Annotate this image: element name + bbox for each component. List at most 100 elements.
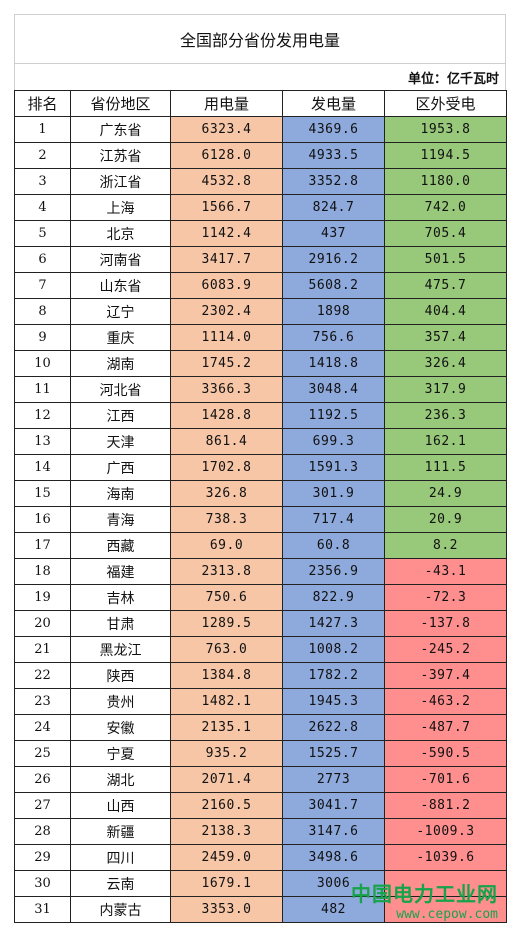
rank-cell[interactable]: 18 [14, 558, 71, 585]
generation-cell[interactable]: 2773 [282, 766, 385, 793]
consumption-cell[interactable]: 2302.4 [170, 298, 283, 325]
consumption-cell[interactable]: 763.0 [170, 636, 283, 663]
generation-cell[interactable]: 301.9 [282, 480, 385, 507]
rank-cell[interactable]: 10 [14, 350, 71, 377]
generation-cell[interactable]: 4369.6 [282, 116, 385, 143]
generation-cell[interactable]: 699.3 [282, 428, 385, 455]
rank-cell[interactable]: 29 [14, 844, 71, 871]
region-cell[interactable]: 宁夏 [70, 740, 171, 767]
generation-cell[interactable]: 3041.7 [282, 792, 385, 819]
import-cell[interactable]: 162.1 [384, 428, 507, 455]
generation-cell[interactable]: 4933.5 [282, 142, 385, 169]
consumption-cell[interactable]: 1289.5 [170, 610, 283, 637]
generation-cell[interactable]: 756.6 [282, 324, 385, 351]
generation-cell[interactable]: 1898 [282, 298, 385, 325]
import-cell[interactable]: 742.0 [384, 194, 507, 221]
region-cell[interactable]: 湖北 [70, 766, 171, 793]
rank-cell[interactable]: 20 [14, 610, 71, 637]
import-cell[interactable]: -1009.3 [384, 818, 507, 845]
generation-cell[interactable]: 1427.3 [282, 610, 385, 637]
generation-cell[interactable]: 482 [282, 896, 385, 923]
region-cell[interactable]: 辽宁 [70, 298, 171, 325]
consumption-cell[interactable]: 2459.0 [170, 844, 283, 871]
consumption-cell[interactable]: 1428.8 [170, 402, 283, 429]
rank-cell[interactable]: 22 [14, 662, 71, 689]
import-cell[interactable]: 24.9 [384, 480, 507, 507]
consumption-cell[interactable]: 2160.5 [170, 792, 283, 819]
region-cell[interactable]: 河北省 [70, 376, 171, 403]
region-cell[interactable]: 新疆 [70, 818, 171, 845]
import-cell[interactable]: -487.7 [384, 714, 507, 741]
generation-cell[interactable]: 3147.6 [282, 818, 385, 845]
region-cell[interactable]: 四川 [70, 844, 171, 871]
rank-cell[interactable]: 2 [14, 142, 71, 169]
region-cell[interactable]: 青海 [70, 506, 171, 533]
generation-cell[interactable]: 717.4 [282, 506, 385, 533]
import-cell[interactable]: -881.2 [384, 792, 507, 819]
import-cell[interactable] [384, 896, 507, 923]
import-cell[interactable]: -72.3 [384, 584, 507, 611]
rank-cell[interactable]: 4 [14, 194, 71, 221]
import-cell[interactable]: -463.2 [384, 688, 507, 715]
consumption-cell[interactable]: 1482.1 [170, 688, 283, 715]
region-cell[interactable]: 广西 [70, 454, 171, 481]
consumption-cell[interactable]: 1142.4 [170, 220, 283, 247]
consumption-cell[interactable]: 738.3 [170, 506, 283, 533]
region-cell[interactable]: 重庆 [70, 324, 171, 351]
import-cell[interactable]: 357.4 [384, 324, 507, 351]
region-cell[interactable]: 广东省 [70, 116, 171, 143]
generation-cell[interactable]: 1945.3 [282, 688, 385, 715]
rank-cell[interactable]: 24 [14, 714, 71, 741]
rank-cell[interactable]: 14 [14, 454, 71, 481]
header-consumption[interactable]: 用电量 [170, 90, 283, 117]
rank-cell[interactable]: 13 [14, 428, 71, 455]
region-cell[interactable]: 甘肃 [70, 610, 171, 637]
import-cell[interactable]: -245.2 [384, 636, 507, 663]
import-cell[interactable]: -43.1 [384, 558, 507, 585]
header-import[interactable]: 区外受电 [384, 90, 507, 117]
rank-cell[interactable]: 8 [14, 298, 71, 325]
rank-cell[interactable]: 1 [14, 116, 71, 143]
consumption-cell[interactable]: 2071.4 [170, 766, 283, 793]
import-cell[interactable]: -1039.6 [384, 844, 507, 871]
import-cell[interactable]: 20.9 [384, 506, 507, 533]
generation-cell[interactable]: 3352.8 [282, 168, 385, 195]
region-cell[interactable]: 上海 [70, 194, 171, 221]
rank-cell[interactable]: 31 [14, 896, 71, 923]
consumption-cell[interactable]: 1679.1 [170, 870, 283, 897]
generation-cell[interactable]: 5608.2 [282, 272, 385, 299]
generation-cell[interactable]: 3048.4 [282, 376, 385, 403]
region-cell[interactable]: 山西 [70, 792, 171, 819]
generation-cell[interactable]: 824.7 [282, 194, 385, 221]
rank-cell[interactable]: 15 [14, 480, 71, 507]
rank-cell[interactable]: 28 [14, 818, 71, 845]
import-cell[interactable]: -397.4 [384, 662, 507, 689]
consumption-cell[interactable]: 3353.0 [170, 896, 283, 923]
consumption-cell[interactable]: 2313.8 [170, 558, 283, 585]
consumption-cell[interactable]: 2138.3 [170, 818, 283, 845]
rank-cell[interactable]: 25 [14, 740, 71, 767]
region-cell[interactable]: 黑龙江 [70, 636, 171, 663]
import-cell[interactable]: 501.5 [384, 246, 507, 273]
region-cell[interactable]: 天津 [70, 428, 171, 455]
rank-cell[interactable]: 27 [14, 792, 71, 819]
consumption-cell[interactable]: 69.0 [170, 532, 283, 559]
import-cell[interactable]: 236.3 [384, 402, 507, 429]
region-cell[interactable]: 安徽 [70, 714, 171, 741]
rank-cell[interactable]: 19 [14, 584, 71, 611]
consumption-cell[interactable]: 4532.8 [170, 168, 283, 195]
generation-cell[interactable]: 1525.7 [282, 740, 385, 767]
import-cell[interactable]: 317.9 [384, 376, 507, 403]
generation-cell[interactable]: 437 [282, 220, 385, 247]
import-cell[interactable]: 475.7 [384, 272, 507, 299]
import-cell[interactable]: 404.4 [384, 298, 507, 325]
generation-cell[interactable]: 2622.8 [282, 714, 385, 741]
generation-cell[interactable]: 1782.2 [282, 662, 385, 689]
region-cell[interactable]: 浙江省 [70, 168, 171, 195]
consumption-cell[interactable]: 1745.2 [170, 350, 283, 377]
generation-cell[interactable]: 3006 [282, 870, 385, 897]
region-cell[interactable]: 贵州 [70, 688, 171, 715]
rank-cell[interactable]: 30 [14, 870, 71, 897]
import-cell[interactable]: 705.4 [384, 220, 507, 247]
consumption-cell[interactable]: 935.2 [170, 740, 283, 767]
